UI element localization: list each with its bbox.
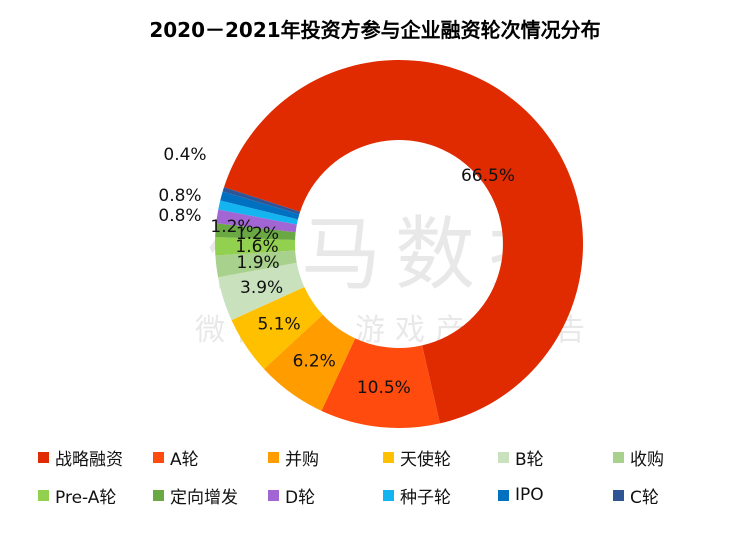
legend-label: B轮 (515, 449, 544, 470)
legend-label: A轮 (170, 449, 199, 470)
data-label-7: 1.2% (236, 224, 279, 244)
legend-label: IPO (515, 485, 544, 505)
legend-item: 战略融资 (38, 445, 153, 470)
legend-label: Pre-A轮 (55, 487, 117, 508)
legend-item: 并购 (268, 445, 383, 470)
legend-label: 并购 (285, 449, 319, 470)
legend-swatch (383, 451, 394, 463)
legend-item: 定向增发 (153, 483, 268, 508)
chart-title: 2020－2021年投资方参与企业融资轮次情况分布 (149, 18, 601, 42)
donut-slice-6 (215, 237, 296, 256)
legend-label: 战略融资 (55, 449, 123, 470)
legend-swatch (268, 489, 279, 501)
legend-swatch (38, 489, 49, 501)
legend-swatch (498, 489, 509, 501)
data-label-5: 1.9% (237, 253, 280, 273)
legend-label: D轮 (285, 487, 316, 508)
donut-slice-10 (220, 191, 300, 220)
donut-slice-3 (231, 287, 323, 369)
legend-item: C轮 (613, 483, 728, 508)
data-label-11: 0.4% (163, 145, 206, 165)
legend-swatch (613, 489, 624, 501)
legend-item: IPO (498, 483, 613, 507)
donut-slice-0 (224, 60, 583, 424)
donut-slice-7 (215, 223, 296, 241)
legend-label: 天使轮 (400, 449, 451, 470)
legend-swatch (613, 451, 624, 463)
legend-item: A轮 (153, 445, 268, 470)
legend-item: 种子轮 (383, 483, 498, 508)
data-label-1: 10.5% (357, 378, 411, 398)
data-label-6: 1.6% (235, 237, 278, 257)
legend-item: 收购 (613, 445, 728, 470)
legend: 战略融资 A轮 并购 天使轮 B轮 收购 Pre-A轮 定向增发 D轮 种子轮 IPO C轮 (38, 445, 728, 508)
donut-slice-5 (215, 250, 297, 278)
data-label-2: 6.2% (293, 351, 336, 371)
legend-item: 天使轮 (383, 445, 498, 470)
data-label-8: 1.2% (210, 217, 253, 237)
data-label-4: 3.9% (240, 278, 283, 298)
legend-swatch (153, 489, 164, 501)
legend-item: B轮 (498, 445, 613, 470)
donut-slice-1 (321, 338, 440, 428)
data-label-3: 5.1% (257, 315, 300, 335)
legend-swatch (383, 489, 394, 501)
donut-slice-8 (216, 209, 297, 233)
data-label-10: 0.8% (158, 186, 201, 206)
legend-swatch (153, 451, 164, 463)
donut-slice-4 (218, 262, 305, 321)
legend-label: C轮 (630, 487, 659, 508)
donut-slice-9 (218, 200, 298, 225)
legend-label: 种子轮 (400, 487, 451, 508)
data-label-0: 66.5% (461, 166, 515, 186)
legend-label: 收购 (630, 449, 664, 470)
legend-swatch (268, 451, 279, 463)
legend-label: 定向增发 (170, 487, 238, 508)
legend-swatch (498, 451, 509, 463)
legend-item: Pre-A轮 (38, 483, 153, 508)
legend-swatch (38, 451, 49, 463)
legend-item: D轮 (268, 483, 383, 508)
donut-slice-11 (222, 187, 301, 215)
data-label-9: 0.8% (158, 206, 201, 226)
donut-slice-2 (263, 314, 356, 411)
